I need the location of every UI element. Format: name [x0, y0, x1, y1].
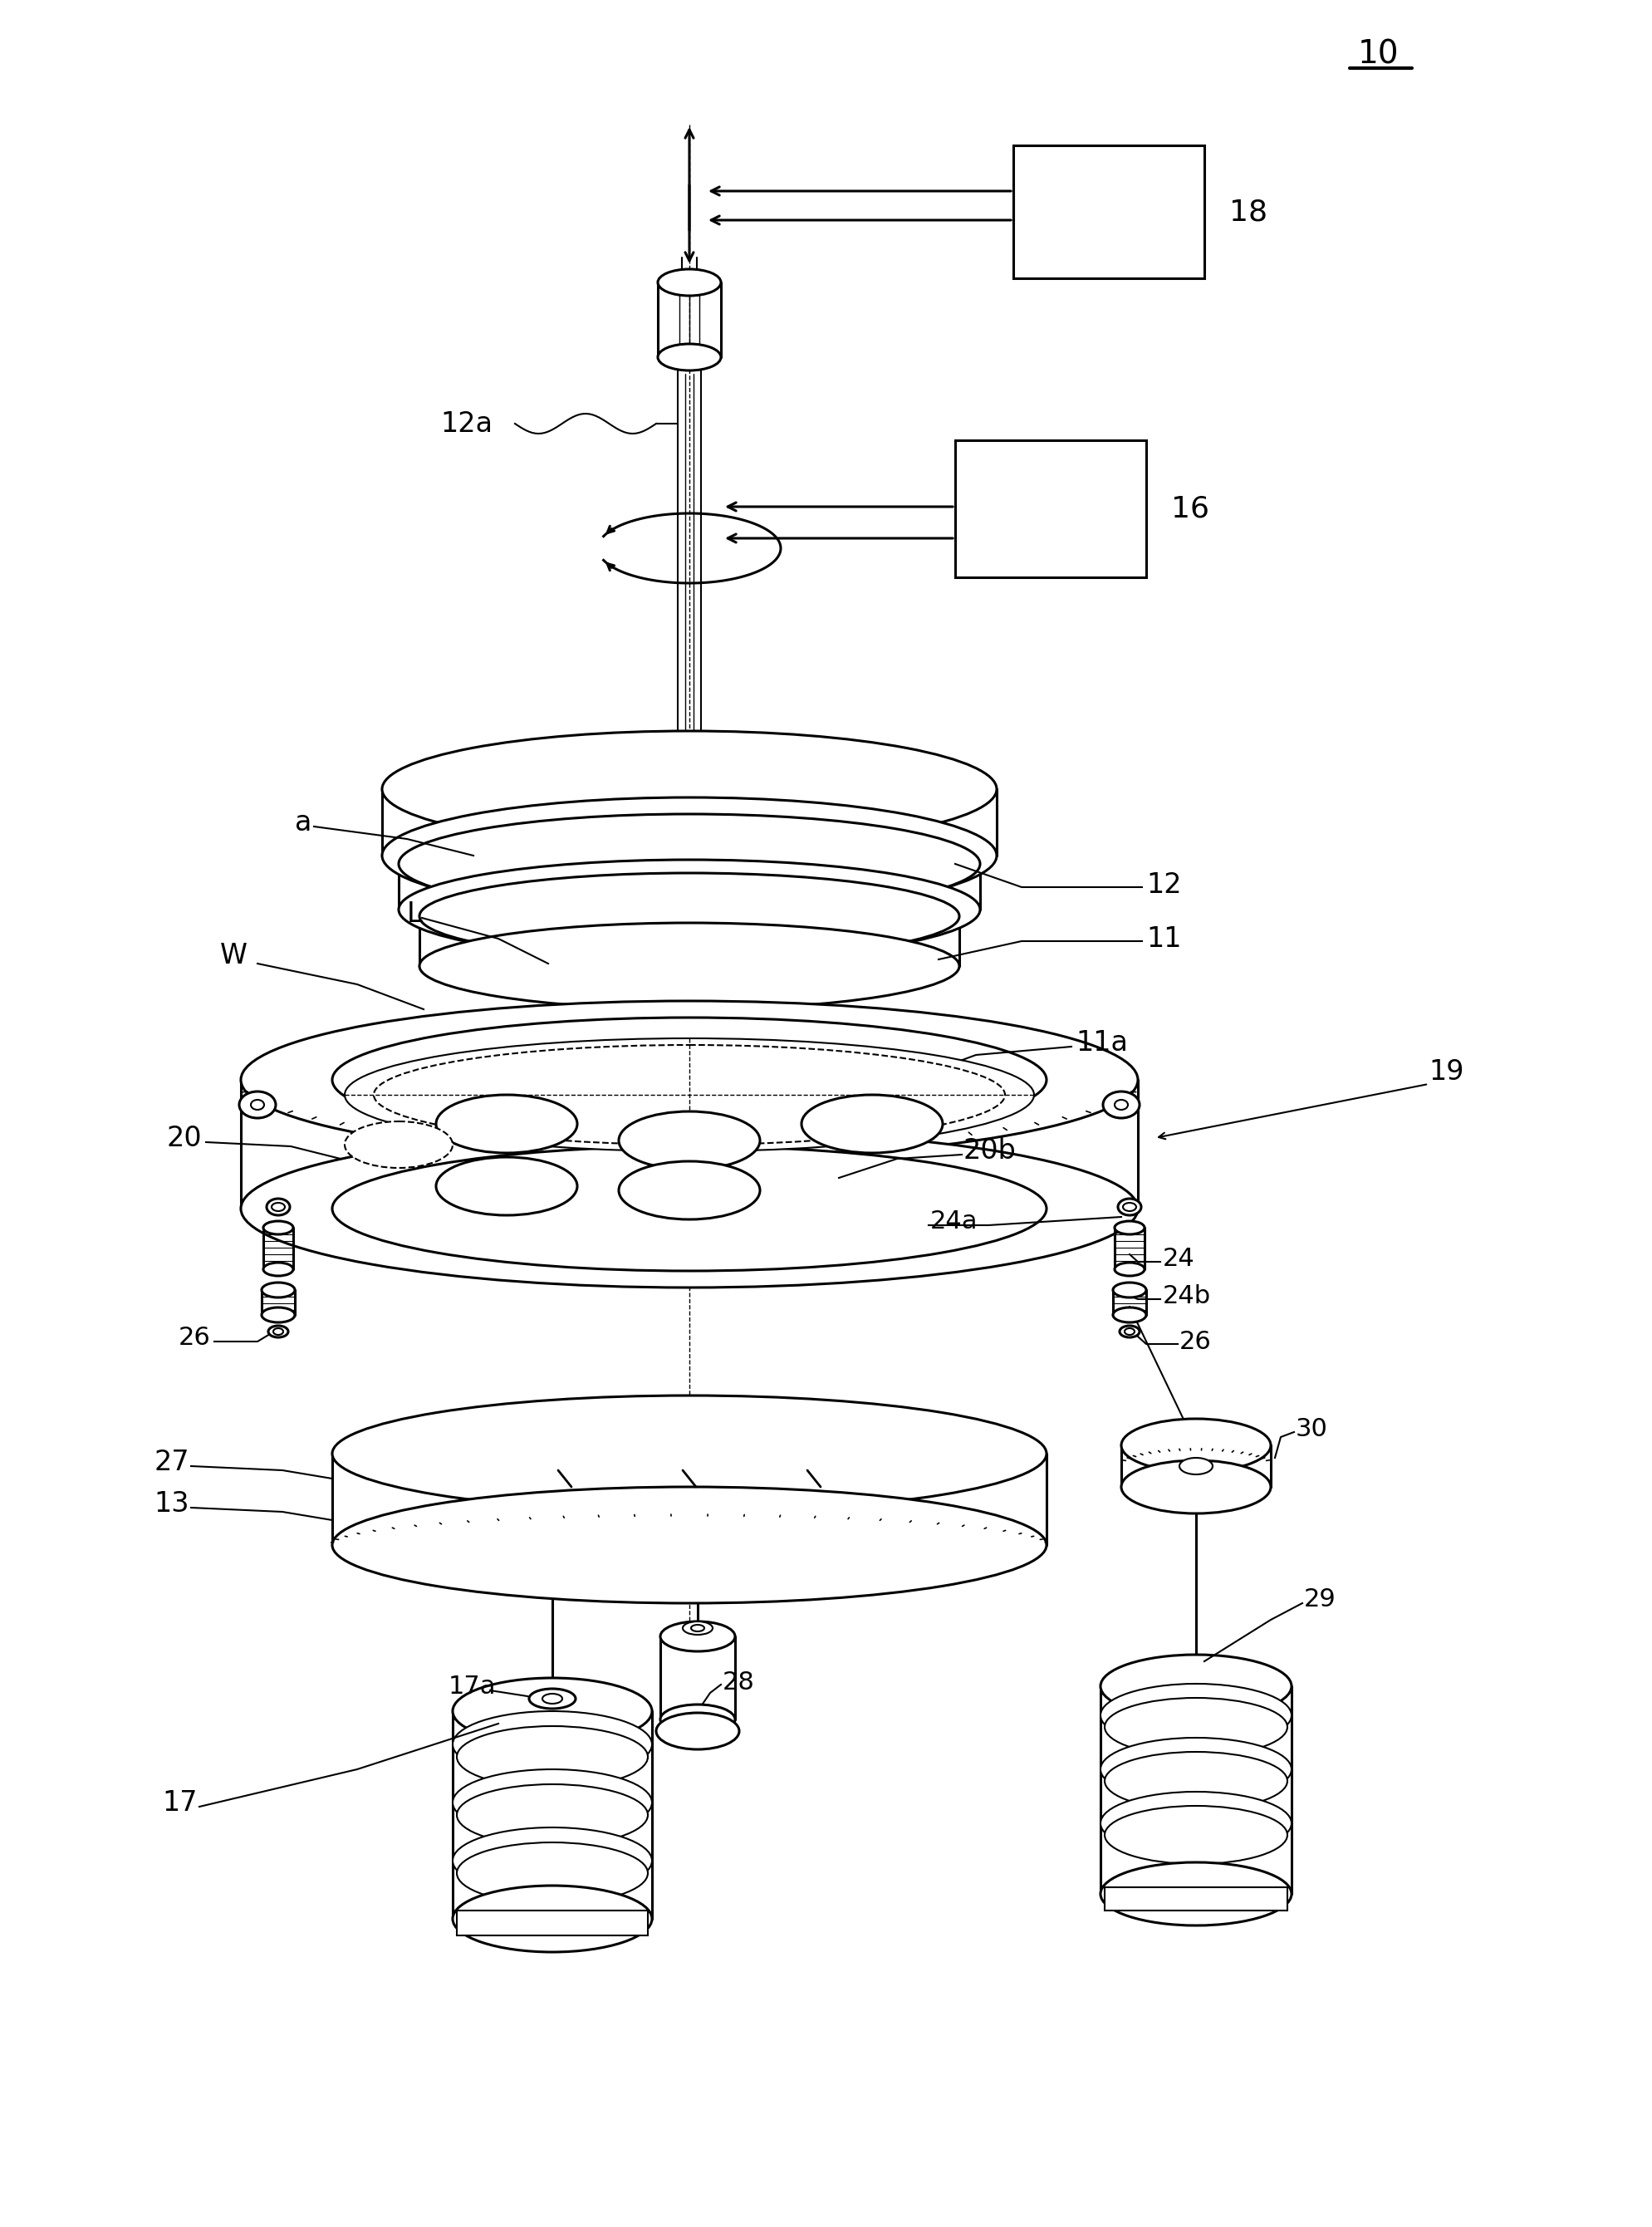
Ellipse shape: [436, 1158, 577, 1216]
Ellipse shape: [271, 1203, 284, 1211]
Ellipse shape: [1100, 1793, 1292, 1855]
Ellipse shape: [382, 730, 996, 846]
Ellipse shape: [398, 860, 980, 960]
Ellipse shape: [251, 1100, 264, 1109]
Ellipse shape: [656, 1713, 738, 1750]
Ellipse shape: [682, 1621, 712, 1635]
Ellipse shape: [345, 1038, 1034, 1151]
Ellipse shape: [261, 1283, 294, 1298]
Ellipse shape: [1105, 1753, 1287, 1811]
Ellipse shape: [453, 1768, 653, 1835]
Ellipse shape: [1120, 1325, 1140, 1338]
Ellipse shape: [1123, 1203, 1137, 1211]
Text: 24a: 24a: [930, 1209, 978, 1234]
Ellipse shape: [458, 1726, 648, 1788]
Text: W: W: [220, 942, 248, 969]
Bar: [1105, 1886, 1287, 1911]
Text: 17a: 17a: [448, 1675, 496, 1699]
Ellipse shape: [263, 1263, 292, 1276]
Ellipse shape: [1100, 1737, 1292, 1802]
Text: 11a: 11a: [1075, 1029, 1128, 1056]
Ellipse shape: [458, 1842, 648, 1904]
Text: 12a: 12a: [439, 410, 492, 436]
Ellipse shape: [241, 1000, 1138, 1158]
Ellipse shape: [345, 1122, 453, 1167]
Ellipse shape: [453, 1710, 653, 1777]
Ellipse shape: [458, 1784, 648, 1846]
Ellipse shape: [1113, 1307, 1146, 1323]
Ellipse shape: [382, 797, 996, 913]
Text: 30: 30: [1295, 1416, 1328, 1441]
Ellipse shape: [529, 1688, 575, 1708]
Ellipse shape: [453, 1828, 653, 1893]
Ellipse shape: [1122, 1461, 1270, 1514]
Ellipse shape: [1100, 1862, 1292, 1926]
Text: 18: 18: [1229, 198, 1267, 225]
Ellipse shape: [1115, 1100, 1128, 1109]
Ellipse shape: [1100, 1655, 1292, 1717]
Ellipse shape: [1122, 1419, 1270, 1472]
Text: 20b: 20b: [963, 1136, 1016, 1165]
Ellipse shape: [241, 1129, 1138, 1287]
Text: 10: 10: [1358, 38, 1399, 69]
Text: 13: 13: [154, 1490, 188, 1517]
Text: 24b: 24b: [1163, 1283, 1211, 1307]
Text: 20: 20: [167, 1125, 202, 1151]
Ellipse shape: [373, 1044, 1004, 1145]
Ellipse shape: [542, 1695, 562, 1704]
Ellipse shape: [1113, 1283, 1146, 1298]
Ellipse shape: [453, 1886, 653, 1953]
Text: 24: 24: [1163, 1247, 1194, 1269]
Text: 16: 16: [1171, 494, 1209, 523]
Ellipse shape: [691, 1626, 704, 1632]
Ellipse shape: [268, 1325, 287, 1338]
Ellipse shape: [332, 1488, 1046, 1603]
Ellipse shape: [266, 1198, 289, 1216]
Ellipse shape: [453, 1677, 653, 1744]
Ellipse shape: [661, 1621, 735, 1652]
Ellipse shape: [620, 1160, 760, 1220]
Ellipse shape: [273, 1327, 282, 1334]
Ellipse shape: [661, 1704, 735, 1735]
Bar: [955, 441, 1146, 577]
Text: 27: 27: [154, 1448, 188, 1477]
Ellipse shape: [801, 1096, 943, 1154]
Ellipse shape: [1104, 1091, 1140, 1118]
Ellipse shape: [1105, 1697, 1287, 1757]
Ellipse shape: [1118, 1198, 1142, 1216]
Ellipse shape: [1115, 1263, 1145, 1276]
Ellipse shape: [263, 1220, 292, 1234]
Bar: [1013, 145, 1204, 278]
Text: 19: 19: [1429, 1058, 1464, 1085]
Ellipse shape: [657, 269, 720, 296]
Ellipse shape: [420, 922, 960, 1009]
Ellipse shape: [332, 1396, 1046, 1512]
Text: 29: 29: [1303, 1588, 1336, 1610]
Ellipse shape: [620, 1111, 760, 1169]
Ellipse shape: [1115, 1220, 1145, 1234]
Text: a: a: [294, 808, 312, 835]
Ellipse shape: [1105, 1806, 1287, 1864]
Ellipse shape: [1125, 1327, 1135, 1334]
Text: 26: 26: [1180, 1330, 1211, 1354]
Bar: [458, 1911, 648, 1935]
Ellipse shape: [261, 1307, 294, 1323]
Text: 12: 12: [1146, 871, 1181, 897]
Ellipse shape: [332, 1147, 1046, 1272]
Text: 17: 17: [162, 1788, 197, 1817]
Ellipse shape: [240, 1091, 276, 1118]
Ellipse shape: [1100, 1684, 1292, 1746]
Ellipse shape: [332, 1018, 1046, 1142]
Ellipse shape: [436, 1096, 577, 1154]
Text: 26: 26: [178, 1325, 211, 1350]
Text: L: L: [406, 900, 423, 926]
Text: 11: 11: [1146, 924, 1181, 953]
Text: 28: 28: [722, 1670, 755, 1695]
Ellipse shape: [398, 815, 980, 913]
Ellipse shape: [657, 343, 720, 370]
Ellipse shape: [420, 873, 960, 960]
Ellipse shape: [1180, 1459, 1213, 1474]
